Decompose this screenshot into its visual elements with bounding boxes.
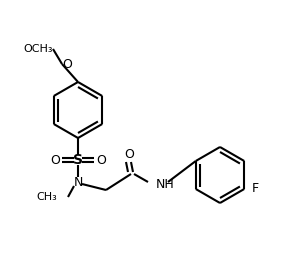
Text: S: S	[73, 153, 83, 167]
Text: O: O	[50, 154, 60, 166]
Text: CH₃: CH₃	[36, 192, 57, 202]
Text: N: N	[73, 175, 83, 189]
Text: F: F	[252, 183, 259, 195]
Text: NH: NH	[156, 178, 175, 190]
Text: O: O	[124, 148, 134, 160]
Text: O: O	[62, 58, 72, 70]
Text: O: O	[96, 154, 106, 166]
Text: OCH₃: OCH₃	[23, 44, 53, 54]
